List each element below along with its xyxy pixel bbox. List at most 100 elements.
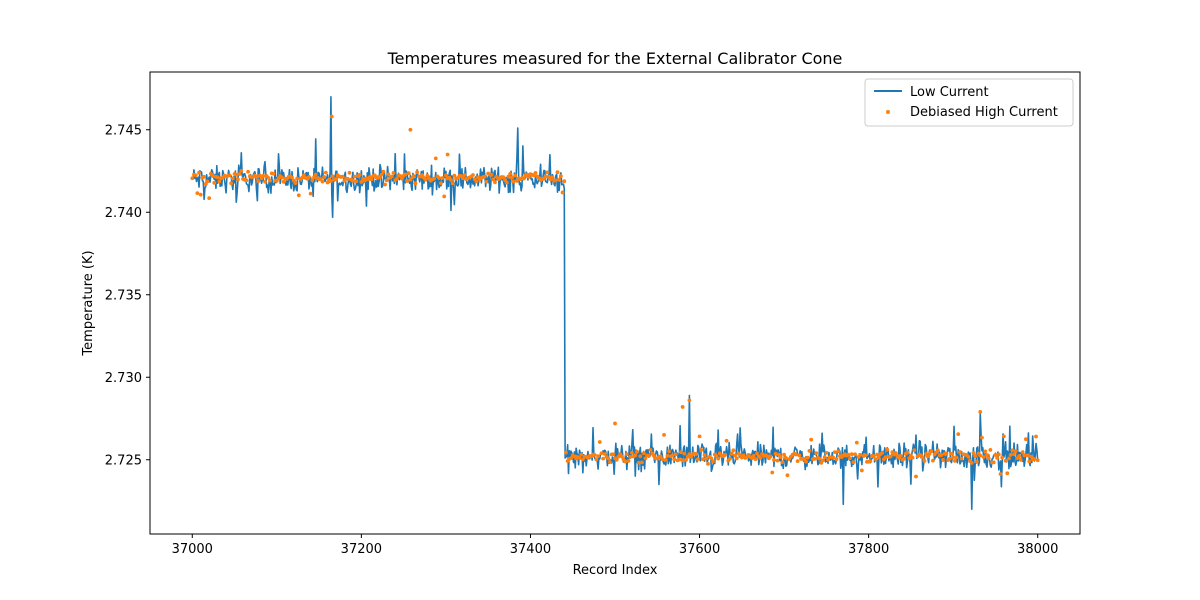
scatter-point (922, 459, 927, 463)
scatter-point (859, 468, 864, 473)
scatter-point (966, 455, 971, 459)
scatter-point (991, 460, 996, 465)
x-tick-label: 37800 (848, 542, 889, 557)
x-axis-label: Record Index (573, 563, 658, 578)
scatter-point (207, 196, 212, 201)
scatter-point (673, 452, 678, 457)
scatter-point (809, 437, 814, 442)
scatter-point (1007, 456, 1011, 461)
scatter-point (697, 434, 702, 439)
scatter-point (941, 457, 945, 462)
scatter-point (785, 473, 790, 478)
scatter-point (405, 179, 409, 183)
scatter-point (680, 405, 685, 409)
scatter-point (821, 458, 825, 463)
scatter-point (474, 179, 479, 184)
scatter-point (1032, 457, 1037, 461)
scatter-point (271, 171, 276, 176)
scatter-point (658, 454, 663, 459)
y-tick-label: 2.745 (105, 123, 142, 138)
scatter-point (230, 176, 235, 181)
scatter-point (670, 453, 675, 458)
scatter-point (1025, 453, 1030, 458)
scatter-point (944, 451, 949, 456)
scatter-point (663, 457, 668, 462)
scatter-point (832, 450, 837, 455)
scatter-point (871, 454, 876, 458)
series-scatter-debiased-high-current (190, 114, 1040, 479)
scatter-point (557, 178, 562, 182)
scatter-point (848, 456, 852, 461)
scatter-point (296, 193, 301, 198)
scatter-point (755, 451, 759, 456)
scatter-point (379, 172, 384, 177)
scatter-point (914, 474, 918, 479)
scatter-point (626, 458, 631, 463)
scatter-point (846, 452, 851, 457)
scatter-point (215, 175, 220, 180)
scatter-point (440, 176, 445, 180)
scatter-point (716, 456, 721, 461)
scatter-point (386, 172, 391, 177)
scatter-point (508, 171, 513, 176)
scatter-point (408, 127, 413, 132)
scatter-point (611, 452, 616, 457)
scatter-point (851, 460, 856, 465)
x-tick-label: 37600 (679, 542, 720, 557)
scatter-point (986, 456, 991, 461)
x-axis: 37000 37200 37400 37600 37800 38000 (172, 534, 1058, 557)
scatter-point (558, 174, 563, 179)
scatter-point (320, 179, 325, 184)
scatter-point (293, 181, 298, 185)
scatter-point (602, 452, 607, 456)
y-tick-label: 2.740 (105, 206, 142, 221)
scatter-point (432, 176, 436, 181)
scatter-point (562, 179, 567, 184)
scatter-point (619, 454, 624, 459)
x-tick-label: 37200 (341, 542, 382, 557)
scatter-point (307, 175, 311, 179)
scatter-point (973, 454, 978, 458)
scatter-point (613, 421, 617, 426)
scatter-point (1018, 457, 1023, 462)
scatter-point (437, 176, 442, 180)
scatter-point (795, 459, 800, 464)
scatter-point (261, 173, 266, 178)
scatter-point (290, 175, 294, 180)
scatter-point (680, 458, 685, 463)
scatter-point (545, 170, 550, 175)
scatter-point (770, 470, 775, 475)
scatter-point (381, 169, 386, 174)
scatter-point (885, 447, 890, 452)
scatter-point (266, 175, 271, 180)
scatter-point (592, 452, 597, 457)
scatter-point (684, 458, 688, 462)
scatter-point (981, 455, 986, 459)
scatter-point (1023, 437, 1028, 442)
scatter-point (854, 440, 859, 445)
scatter-point (596, 454, 600, 459)
scatter-point (312, 175, 316, 180)
scatter-point (406, 171, 411, 176)
scatter-point (876, 455, 881, 460)
scatter-point (550, 175, 555, 180)
scatter-point (695, 457, 700, 462)
scatter-point (313, 172, 318, 177)
scatter-point (814, 451, 819, 456)
scatter-point (452, 173, 457, 178)
scatter-point (971, 451, 976, 455)
scatter-point (959, 456, 964, 461)
legend: Low Current Debiased High Current (864, 78, 1074, 127)
scatter-point (560, 190, 565, 195)
scatter-point (643, 456, 648, 461)
scatter-point (1008, 452, 1013, 457)
scatter-point (511, 179, 516, 184)
scatter-point (636, 460, 641, 465)
scatter-point (400, 176, 404, 181)
plot-area (190, 95, 1040, 511)
scatter-point (930, 458, 935, 463)
scatter-point (724, 438, 729, 443)
scatter-point (493, 180, 497, 185)
scatter-point (1002, 434, 1006, 439)
scatter-point (217, 179, 222, 184)
